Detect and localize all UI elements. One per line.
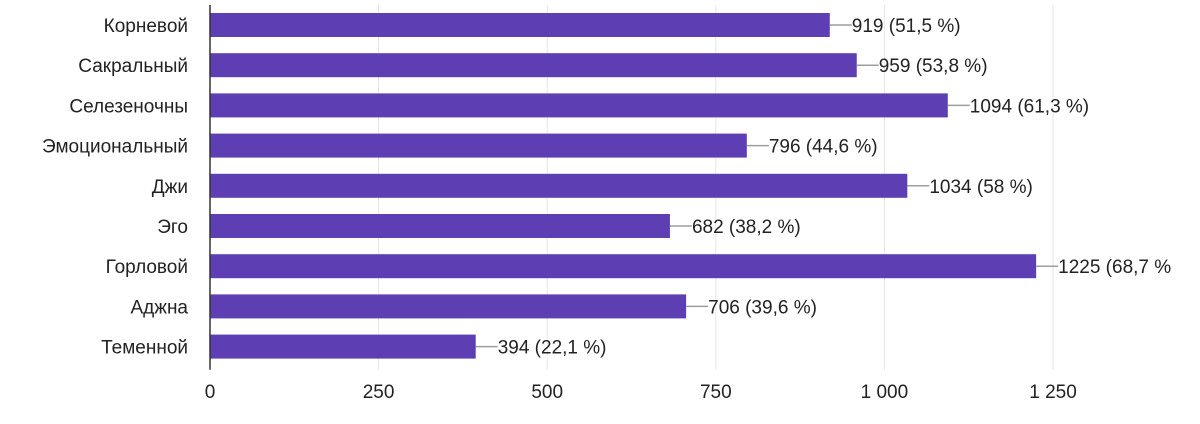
bar	[210, 294, 687, 319]
data-label: 394 (22,1 %)	[498, 338, 607, 359]
bars	[210, 13, 1037, 359]
data-label: 1034 (58 %)	[929, 177, 1033, 198]
data-label: 682 (38,2 %)	[692, 217, 801, 238]
bar	[210, 334, 476, 359]
bar	[210, 93, 948, 118]
data-labels: 919 (51,5 %) 959 (53,8 %) 1094 (61,3 %) 796…	[475, 16, 1171, 359]
x-tick-labels: 0 250 500 750 1 000 1 250	[205, 382, 1077, 403]
category-label: Горловой	[106, 257, 188, 278]
bar	[210, 133, 747, 158]
bar	[210, 53, 857, 78]
data-label: 959 (53,8 %)	[879, 56, 988, 77]
x-tick-label: 250	[363, 382, 395, 403]
category-label: Джи	[152, 177, 188, 198]
category-label: Корневой	[104, 16, 188, 37]
data-label: 796 (44,6 %)	[769, 137, 878, 158]
x-tick-label: 0	[205, 382, 216, 403]
category-label: Теменной	[101, 338, 188, 359]
bar	[210, 173, 908, 198]
category-label: Селезеночны	[69, 96, 188, 117]
data-label: 1225 (68,7 %	[1058, 257, 1171, 278]
x-tick-label: 750	[700, 382, 732, 403]
category-label: Аджна	[130, 297, 188, 318]
category-label: Эго	[157, 217, 188, 238]
data-label: 919 (51,5 %)	[852, 16, 961, 37]
category-label: Сакральный	[78, 56, 188, 77]
bar	[210, 214, 670, 238]
bar	[210, 254, 1037, 279]
bar	[210, 13, 830, 37]
x-tick-label: 1 250	[1029, 382, 1077, 403]
x-tick-label: 1 000	[861, 382, 909, 403]
data-label: 706 (39,6 %)	[708, 297, 817, 318]
x-tick-label: 500	[531, 382, 563, 403]
category-labels: Корневой Сакральный Селезеночны Эмоциональн…	[42, 16, 188, 359]
category-label: Эмоциональный	[42, 137, 188, 158]
data-label: 1094 (61,3 %)	[970, 96, 1089, 117]
